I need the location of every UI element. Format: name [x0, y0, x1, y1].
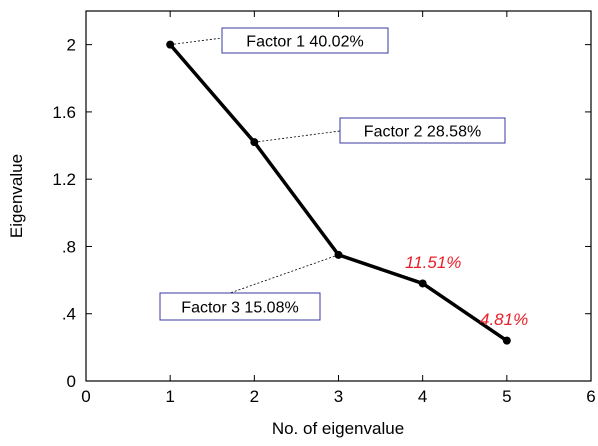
- x-tick-label: 4: [418, 387, 427, 406]
- data-point: [250, 138, 259, 147]
- x-tick-label: 6: [586, 387, 595, 406]
- annotation-box: [221, 27, 389, 54]
- y-tick-label: 2: [67, 36, 76, 55]
- x-tick-label: 3: [334, 387, 343, 406]
- x-tick-label: 2: [250, 387, 259, 406]
- annotation-label: Factor 3 15.08%: [181, 300, 298, 317]
- x-axis-title: No. of eigenvalue: [272, 419, 404, 438]
- annotation-label: Factor 1 40.02%: [246, 34, 363, 51]
- annotation-label: Factor 2 28.58%: [364, 124, 481, 141]
- leader-lines: [170, 37, 341, 294]
- annotation-leader: [254, 130, 341, 143]
- y-tick-label: 1.6: [52, 103, 76, 122]
- percent-annotation: 4.81%: [480, 310, 528, 329]
- data-point: [418, 279, 427, 288]
- annotation-box: [159, 292, 321, 321]
- x-tick-label: 5: [502, 387, 511, 406]
- annotation-box: [339, 117, 506, 144]
- annotation-leader: [170, 37, 223, 46]
- y-tick-label: .8: [62, 237, 76, 256]
- y-tick-label: 1.2: [52, 170, 76, 189]
- data-point: [334, 250, 343, 259]
- annotation-leader: [229, 254, 339, 294]
- y-tick-label: .4: [62, 305, 76, 324]
- tick-group: 0 1 2 3 4 5 6 0 .4 .8 1.2 1.6 2: [52, 11, 596, 406]
- x-tick-label: 1: [165, 387, 174, 406]
- y-tick-label: 0: [67, 372, 76, 391]
- data-point: [166, 40, 175, 49]
- y-axis-title: Eigenvalue: [7, 154, 26, 238]
- series-group: [166, 40, 511, 345]
- percent-annotation: 11.51%: [405, 253, 461, 272]
- x-tick-label: 0: [81, 387, 90, 406]
- annotation-group: Factor 1 40.02% Factor 2 28.58% Factor 3 1…: [159, 27, 528, 329]
- data-point: [502, 336, 511, 345]
